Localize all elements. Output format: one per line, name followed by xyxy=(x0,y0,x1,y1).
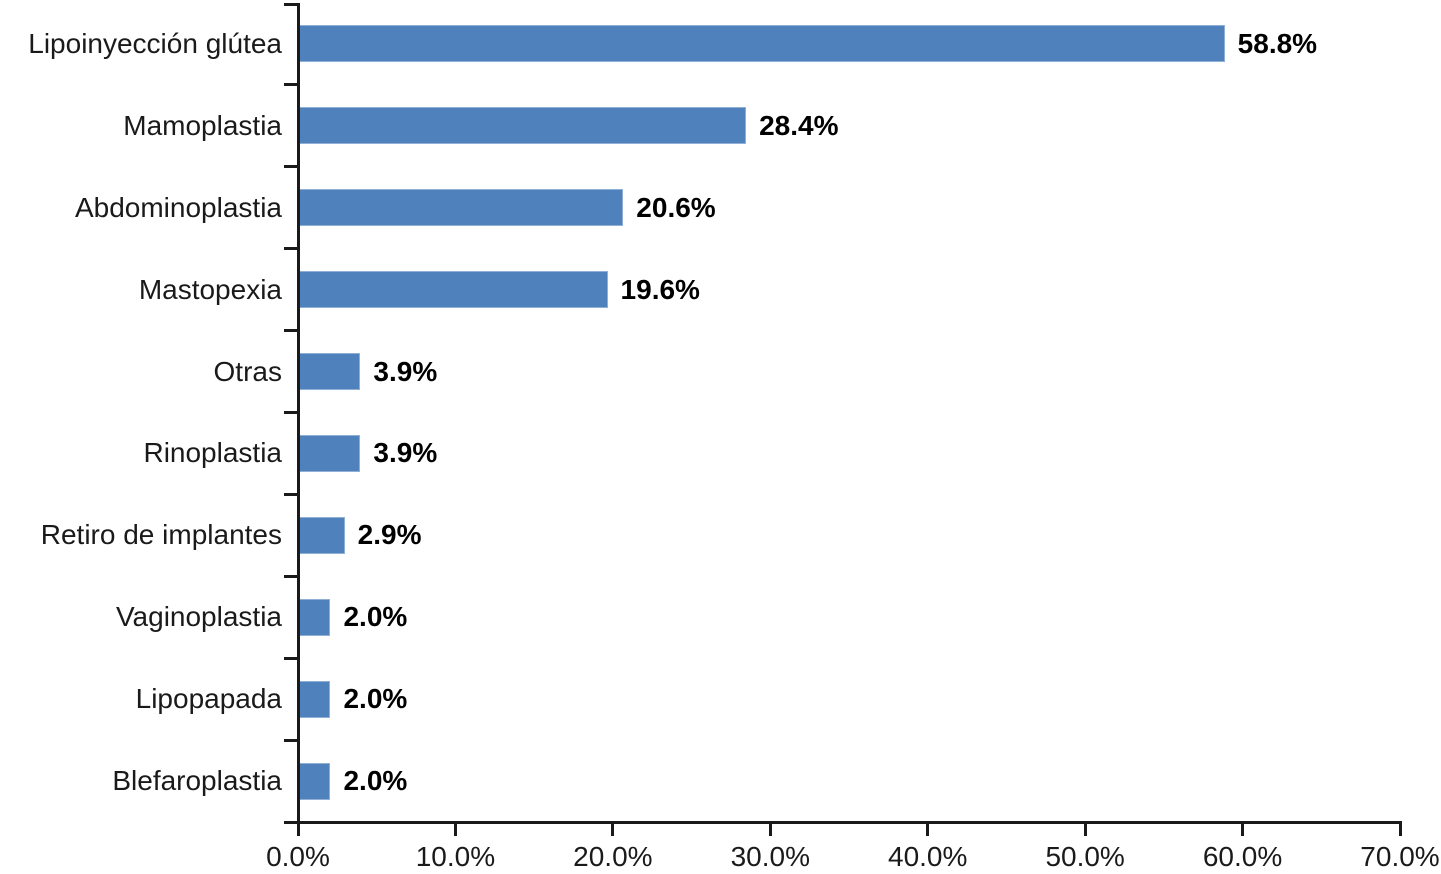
y-axis-tick xyxy=(284,738,298,742)
bar xyxy=(299,762,331,800)
x-axis-tick-label: 0.0% xyxy=(266,841,330,872)
category-label: Mamoplastia xyxy=(123,109,282,141)
x-axis-tick xyxy=(1398,820,1402,836)
category-label: Rinoplastia xyxy=(143,437,282,469)
x-axis-tick-label: 10.0% xyxy=(415,841,496,872)
value-label: 2.9% xyxy=(357,519,422,551)
category-label: Otras xyxy=(213,355,282,387)
y-axis-tick xyxy=(284,411,298,414)
bar xyxy=(299,189,624,227)
category-label: Lipopapada xyxy=(135,683,282,715)
bar xyxy=(299,107,747,145)
bar xyxy=(299,598,331,636)
y-axis-tick xyxy=(284,3,298,6)
x-axis-tick-label: 30.0% xyxy=(730,841,810,872)
y-axis-line xyxy=(296,3,300,836)
x-axis-tick-label: 70.0% xyxy=(1360,841,1440,872)
y-axis-tick xyxy=(284,247,298,251)
value-label: 19.6% xyxy=(620,273,700,305)
x-axis-tick xyxy=(611,820,615,836)
x-axis-tick-label: 40.0% xyxy=(888,841,968,872)
y-axis-tick xyxy=(284,492,298,496)
bar xyxy=(299,353,361,391)
category-label: Mastopexia xyxy=(138,273,282,305)
value-label: 20.6% xyxy=(636,191,716,223)
y-axis-tick xyxy=(284,656,298,660)
category-label: Retiro de implantes xyxy=(40,519,282,551)
x-axis-tick-label: 50.0% xyxy=(1045,841,1125,872)
category-label: Abdominoplastia xyxy=(74,191,282,223)
x-axis-tick xyxy=(926,820,930,836)
x-axis-tick-label: 60.0% xyxy=(1202,841,1283,872)
bar xyxy=(299,434,361,472)
x-axis-line xyxy=(284,820,1402,824)
value-label: 3.9% xyxy=(373,437,438,469)
x-axis-tick xyxy=(1083,820,1087,836)
bar xyxy=(299,271,608,309)
value-label: 2.0% xyxy=(343,765,408,797)
x-axis-tick-label: 20.0% xyxy=(573,841,653,872)
value-label: 28.4% xyxy=(759,109,839,141)
value-label: 58.8% xyxy=(1237,27,1318,59)
value-label: 2.0% xyxy=(343,601,408,633)
value-label: 2.0% xyxy=(343,683,408,715)
x-axis-tick xyxy=(1241,820,1245,836)
bar xyxy=(299,25,1225,63)
y-axis-tick xyxy=(284,165,298,169)
category-label: Blefaroplastia xyxy=(112,765,282,797)
y-axis-tick xyxy=(284,574,298,578)
value-label: 3.9% xyxy=(373,355,438,387)
y-axis-tick xyxy=(284,83,298,87)
y-axis-tick xyxy=(284,329,298,333)
category-label: Lipoinyección glútea xyxy=(28,27,282,59)
category-label: Vaginoplastia xyxy=(115,601,282,633)
bar xyxy=(299,516,345,554)
x-axis-tick xyxy=(453,820,457,836)
x-axis-tick xyxy=(768,820,772,836)
bar xyxy=(299,680,331,718)
